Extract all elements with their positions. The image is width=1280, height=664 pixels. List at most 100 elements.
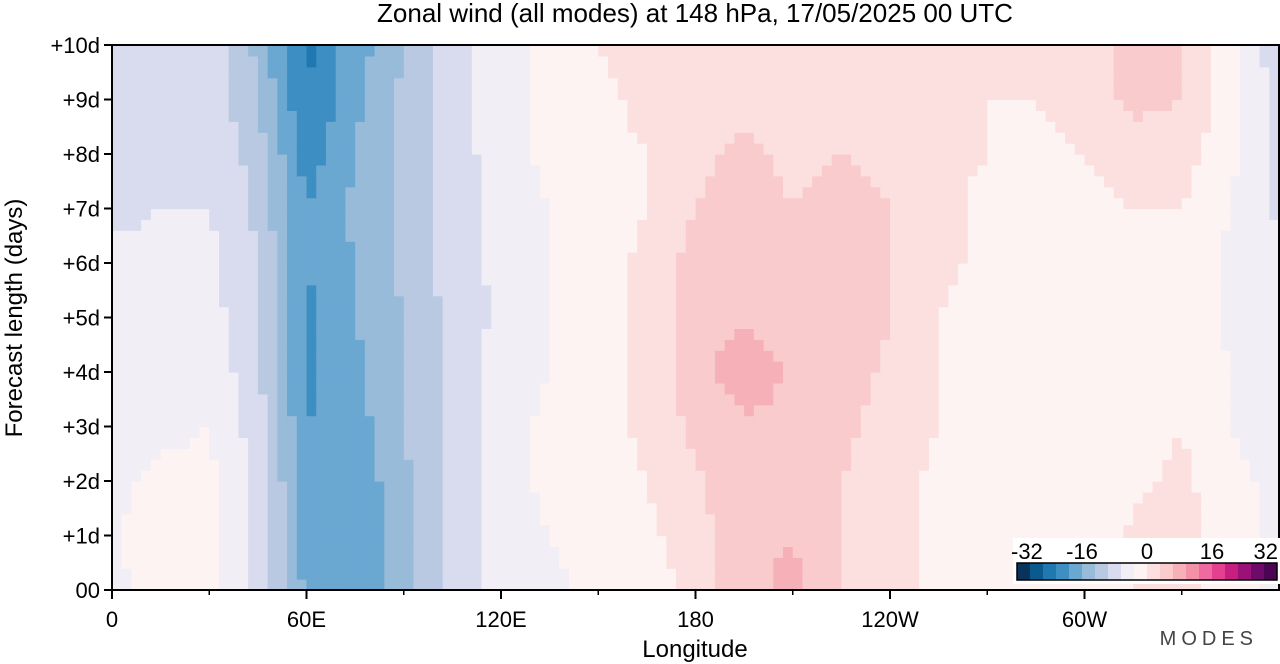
heatmap-cell <box>442 132 453 144</box>
heatmap-cell <box>928 252 940 264</box>
heatmap-cell <box>802 186 813 199</box>
heatmap-cell <box>656 284 667 297</box>
heatmap-cell <box>471 415 483 428</box>
heatmap-cell <box>1123 164 1134 177</box>
heatmap-cell <box>394 350 405 362</box>
heatmap-cell <box>899 241 911 253</box>
heatmap-cell <box>890 382 901 395</box>
heatmap-cell <box>938 459 949 471</box>
heatmap-cell <box>734 448 745 460</box>
heatmap-cell <box>890 175 901 188</box>
heatmap-cell <box>607 132 619 144</box>
heatmap-cell <box>588 132 599 144</box>
heatmap-cell <box>617 546 629 558</box>
heatmap-cell <box>812 219 823 231</box>
heatmap-cell <box>374 502 385 515</box>
heatmap-cell <box>1172 382 1183 395</box>
heatmap-cell <box>851 197 862 210</box>
heatmap-cell <box>1055 513 1066 526</box>
heatmap-cell <box>1084 361 1095 373</box>
heatmap-cell <box>1201 350 1212 362</box>
heatmap-cell <box>734 568 745 580</box>
heatmap-cell <box>637 197 648 210</box>
heatmap-cell <box>831 382 842 395</box>
heatmap-cell <box>1103 306 1115 319</box>
heatmap-cell <box>744 197 755 210</box>
heatmap-cell <box>860 404 872 417</box>
heatmap-cell <box>734 328 745 340</box>
heatmap-cell <box>180 502 191 515</box>
heatmap-cell <box>646 524 658 537</box>
heatmap-cell <box>491 295 502 308</box>
heatmap-cell <box>1133 284 1144 297</box>
heatmap-cell <box>1006 295 1018 308</box>
heatmap-cell <box>1123 426 1134 438</box>
heatmap-cell <box>958 143 969 155</box>
heatmap-cell <box>384 306 395 319</box>
heatmap-cell <box>1269 350 1280 362</box>
heatmap-cell <box>1103 404 1115 417</box>
heatmap-cell <box>792 306 804 319</box>
heatmap-cell <box>170 404 181 417</box>
heatmap-cell <box>287 273 298 286</box>
heatmap-cell <box>559 437 570 449</box>
heatmap-cell <box>773 339 784 351</box>
heatmap-cell <box>1152 164 1163 177</box>
heatmap-cell <box>1181 524 1193 537</box>
heatmap-cell <box>150 382 162 395</box>
heatmap-cell <box>1084 524 1095 537</box>
heatmap-cell <box>851 546 862 558</box>
heatmap-cell <box>870 317 881 329</box>
heatmap-cell <box>1103 154 1115 166</box>
heatmap-cell <box>141 350 152 362</box>
heatmap-cell <box>763 361 774 373</box>
heatmap-cell <box>442 350 453 362</box>
heatmap-cell <box>598 306 609 319</box>
heatmap-cell <box>325 339 337 351</box>
heatmap-cell <box>1172 426 1183 438</box>
heatmap-cell <box>423 284 434 297</box>
heatmap-cell <box>948 404 959 417</box>
heatmap-cell <box>909 470 920 482</box>
heatmap-cell <box>141 404 152 417</box>
heatmap-cell <box>452 252 463 264</box>
heatmap-cell <box>1259 339 1270 351</box>
heatmap-cell <box>355 382 366 395</box>
heatmap-cell <box>938 252 949 264</box>
heatmap-cell <box>831 263 842 275</box>
heatmap-cell <box>413 252 424 264</box>
heatmap-cell <box>1035 372 1047 384</box>
heatmap-cell <box>627 382 638 395</box>
heatmap-cell <box>520 372 531 384</box>
heatmap-cell <box>364 317 376 329</box>
heatmap-cell <box>345 404 356 417</box>
heatmap-cell <box>928 459 940 471</box>
heatmap-cell <box>549 208 560 220</box>
heatmap-cell <box>335 437 346 449</box>
heatmap-cell <box>763 513 774 526</box>
heatmap-cell <box>607 350 619 362</box>
heatmap-cell <box>1026 241 1037 253</box>
heatmap-cell <box>112 557 123 569</box>
heatmap-cell <box>899 448 911 460</box>
heatmap-cell <box>462 284 473 297</box>
heatmap-cell <box>325 197 337 210</box>
heatmap-cell <box>413 230 424 242</box>
heatmap-cell <box>1026 175 1037 188</box>
heatmap-cell <box>1152 263 1163 275</box>
heatmap-cell <box>967 579 979 591</box>
heatmap-cell <box>1240 284 1251 297</box>
heatmap-cell <box>958 459 969 471</box>
heatmap-cell <box>189 219 201 231</box>
heatmap-cell <box>316 437 327 449</box>
heatmap-cell <box>987 154 998 166</box>
heatmap-cell <box>296 175 308 188</box>
heatmap-cell <box>112 568 123 580</box>
heatmap-cell <box>189 437 201 449</box>
heatmap-cell <box>1055 361 1066 373</box>
heatmap-cell <box>277 372 288 384</box>
heatmap-cell <box>471 491 483 504</box>
heatmap-cell <box>880 186 891 199</box>
heatmap-cell <box>1045 284 1056 297</box>
